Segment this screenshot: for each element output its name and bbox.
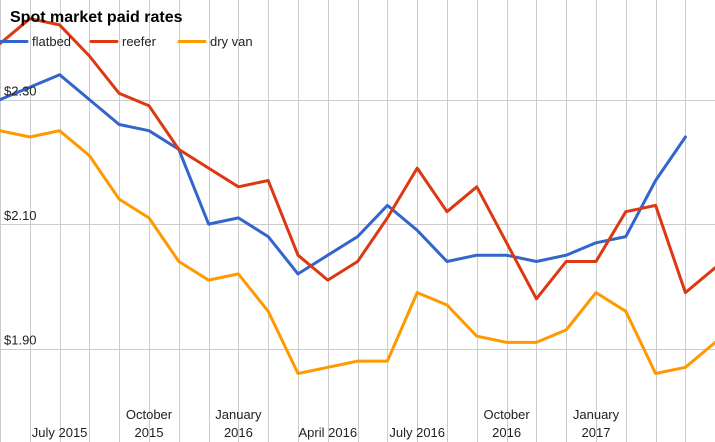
y-tick-label: $2.30 [4, 84, 37, 99]
x-tick-label: July 2015 [32, 425, 88, 440]
x-tick-label-line: 2016 [492, 425, 521, 440]
x-axis-ticks: July 2015 October 2015 January 2016 April 201… [32, 407, 620, 440]
x-tick-label: January 2016 [215, 407, 262, 440]
legend-label: flatbed [32, 34, 71, 49]
x-tick-label: April 2016 [299, 425, 358, 440]
y-axis-ticks: $2.30 $2.10 $1.90 [4, 84, 37, 348]
x-tick-label: October 2015 [126, 407, 173, 440]
x-tick-label: July 2016 [389, 425, 445, 440]
x-tick-label-line: April 2016 [299, 425, 358, 440]
legend-item: dry van [177, 34, 253, 49]
legend-label: dry van [210, 34, 253, 49]
x-tick-label-line: 2016 [224, 425, 253, 440]
series-line-dry-van [0, 129, 715, 375]
chart-title: Spot market paid rates [10, 9, 183, 26]
legend: flatbed reefer dry van [0, 34, 253, 49]
y-tick-label: $2.10 [4, 208, 37, 223]
series-lines [0, 17, 715, 375]
x-tick-label-line: July 2015 [32, 425, 88, 440]
series-line-reefer [0, 17, 715, 301]
x-tick-label: January 2017 [573, 407, 620, 440]
x-tick-label-line: July 2016 [389, 425, 445, 440]
x-tick-label: October 2016 [483, 407, 530, 440]
x-tick-label-line: October [126, 407, 173, 422]
legend-label: reefer [122, 34, 157, 49]
x-tick-label-line: January [215, 407, 262, 422]
legend-item: flatbed [0, 34, 71, 49]
x-tick-label-line: 2015 [135, 425, 164, 440]
y-tick-label: $1.90 [4, 333, 37, 348]
x-tick-label-line: October [483, 407, 530, 422]
x-tick-label-line: January [573, 407, 620, 422]
series-line-flatbed [0, 73, 687, 276]
legend-item: reefer [89, 34, 157, 49]
x-tick-label-line: 2017 [582, 425, 611, 440]
